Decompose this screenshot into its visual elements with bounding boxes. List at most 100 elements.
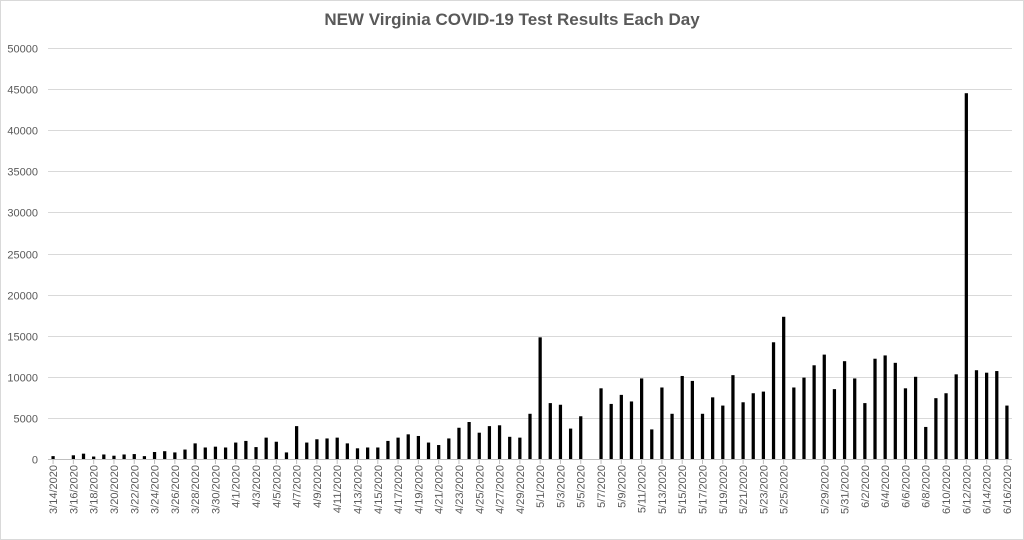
x-tick-label: 5/23/2020	[758, 465, 770, 514]
bar	[822, 354, 826, 459]
bar	[71, 455, 75, 459]
x-tick-label: 3/18/2020	[89, 465, 101, 514]
bar	[670, 413, 674, 459]
x-axis-ticks: 3/14/2020 3/16/2020 3/18/2020 3/20/2020 3/22…	[48, 465, 1014, 514]
bar	[508, 436, 512, 459]
x-tick-label: 3/24/2020	[150, 465, 162, 514]
x-tick-label: 5/15/2020	[677, 465, 689, 514]
bar	[903, 388, 908, 459]
x-tick-label: 5/7/2020	[596, 465, 608, 508]
x-tick-label: 4/27/2020	[495, 465, 507, 514]
bar	[528, 413, 532, 459]
bar	[426, 442, 431, 459]
y-tick-label: 5000	[14, 414, 38, 426]
bar	[51, 456, 55, 459]
gridlines	[48, 48, 1012, 419]
bar	[355, 448, 360, 459]
bar	[751, 393, 755, 459]
bar	[203, 447, 207, 459]
bar	[700, 413, 705, 459]
x-tick-label: 5/31/2020	[840, 465, 852, 514]
bar	[325, 438, 329, 459]
bar	[568, 428, 573, 459]
bar	[477, 432, 481, 459]
bar	[335, 437, 339, 459]
y-tick-label: 15000	[7, 332, 38, 344]
bar	[386, 440, 390, 459]
y-tick-label: 20000	[7, 291, 38, 303]
x-tick-label: 3/30/2020	[210, 465, 222, 514]
x-tick-label: 4/21/2020	[434, 465, 446, 514]
bar	[883, 355, 887, 459]
bar	[558, 404, 563, 459]
bar	[863, 403, 867, 459]
bar	[457, 427, 461, 459]
x-tick-label: 5/3/2020	[555, 465, 567, 508]
x-tick-label: 4/3/2020	[251, 465, 263, 508]
x-tick-label: 5/9/2020	[616, 465, 628, 508]
bar	[650, 429, 654, 459]
bar	[81, 453, 86, 459]
x-tick-label: 4/5/2020	[271, 465, 283, 508]
bar	[183, 449, 187, 459]
x-tick-label: 3/14/2020	[48, 465, 60, 514]
bar	[213, 446, 218, 459]
bar	[802, 377, 806, 459]
bar	[721, 405, 725, 459]
bar	[964, 93, 968, 460]
y-tick-label: 30000	[7, 208, 38, 220]
bar	[132, 454, 136, 459]
x-tick-label: 5/11/2020	[637, 465, 649, 513]
bar	[416, 435, 421, 459]
x-tick-label: 6/16/2020	[1002, 465, 1014, 514]
x-tick-label: 6/2/2020	[860, 465, 872, 508]
bar	[974, 370, 979, 459]
x-tick-label: 3/20/2020	[109, 465, 121, 514]
bar	[467, 422, 471, 459]
x-tick-label: 4/19/2020	[413, 465, 425, 514]
bar	[315, 439, 319, 459]
bar	[599, 388, 603, 459]
bar	[771, 342, 776, 459]
x-tick-label: 5/13/2020	[657, 465, 669, 514]
bar	[954, 374, 958, 459]
bar	[629, 401, 634, 459]
bar	[193, 443, 197, 459]
x-tick-label: 5/29/2020	[819, 465, 831, 514]
y-tick-label: 35000	[7, 167, 38, 179]
bar	[609, 403, 613, 459]
x-tick-label: 5/21/2020	[738, 465, 750, 514]
x-tick-label: 4/7/2020	[292, 465, 304, 508]
bar	[680, 375, 684, 459]
y-tick-label: 50000	[7, 44, 38, 56]
bar	[102, 454, 106, 459]
bar	[944, 393, 948, 459]
x-tick-label: 3/16/2020	[68, 465, 80, 514]
bar	[690, 380, 694, 459]
bar	[223, 447, 228, 459]
bar	[122, 454, 126, 459]
bar	[893, 362, 897, 459]
bar	[913, 376, 918, 459]
x-tick-label: 4/9/2020	[312, 465, 324, 508]
bar	[396, 437, 400, 459]
bar	[619, 394, 623, 459]
bar	[152, 452, 157, 459]
bar	[731, 375, 735, 459]
x-tick-label: 5/19/2020	[718, 465, 730, 514]
bar	[518, 437, 522, 459]
bar	[741, 402, 745, 459]
x-tick-label: 4/11/2020	[332, 465, 344, 513]
bar	[254, 447, 258, 459]
x-tick-label: 4/29/2020	[515, 465, 527, 514]
bar	[924, 426, 928, 459]
bar	[112, 455, 116, 459]
bar	[264, 437, 268, 459]
x-tick-label: 4/17/2020	[393, 465, 405, 514]
bar	[934, 398, 938, 459]
x-tick-label: 3/28/2020	[190, 465, 202, 514]
bar	[761, 391, 766, 459]
bar	[660, 387, 664, 459]
bar	[294, 426, 299, 459]
bar	[640, 378, 644, 459]
